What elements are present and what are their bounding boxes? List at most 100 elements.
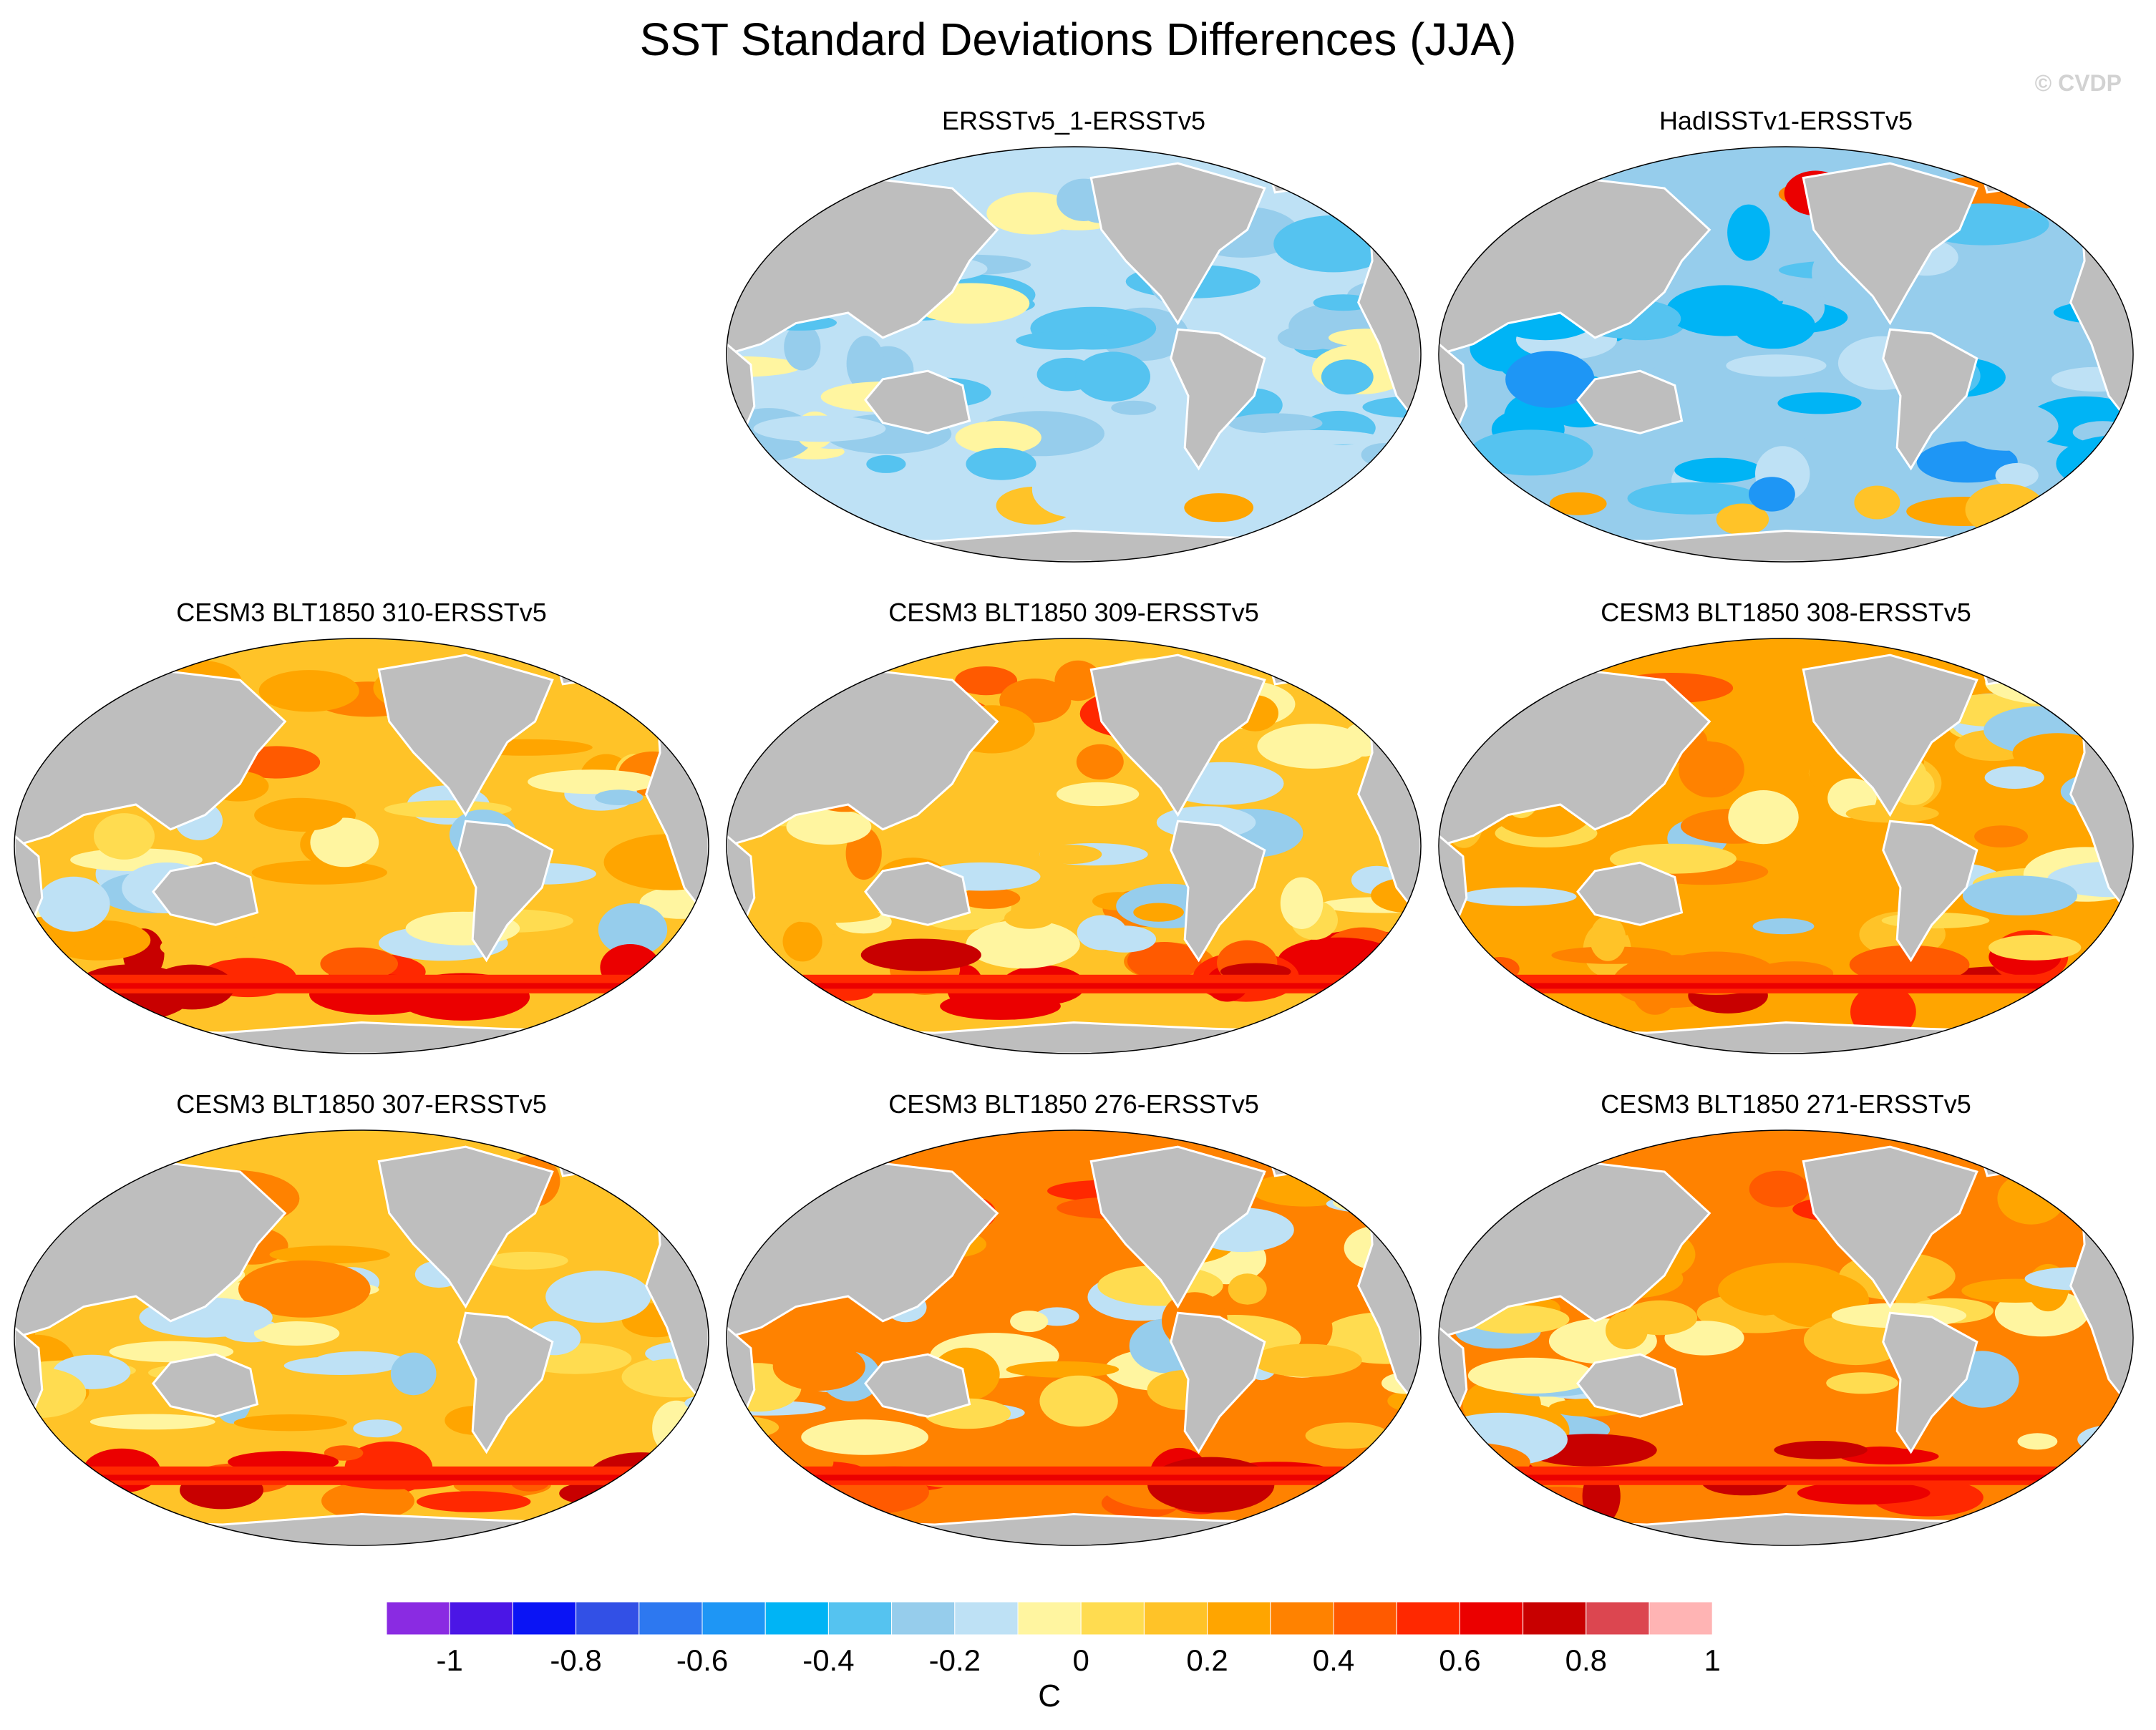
- map-panel: CESM3 BLT1850 308-ERSSTv5: [1435, 598, 2137, 1070]
- anomaly-region: [1906, 304, 2039, 339]
- panel-title: CESM3 BLT1850 309-ERSSTv5: [888, 598, 1259, 627]
- colorbar-swatch: [386, 1601, 450, 1636]
- anomaly-region: [637, 1473, 709, 1503]
- land-mass: [1882, 1311, 1978, 1454]
- anomaly-region: [251, 860, 387, 885]
- map-outline: [726, 146, 1422, 563]
- anomaly-region: [1039, 845, 1102, 865]
- land-mass: [152, 861, 259, 926]
- land-mass: [1882, 328, 1978, 471]
- colorbar-swatch: [512, 1601, 577, 1636]
- anomaly-region: [866, 455, 906, 473]
- land-mass: [377, 653, 554, 817]
- anomaly-region: [966, 920, 1080, 969]
- anomaly-region: [1133, 903, 1184, 922]
- anomaly-region: [416, 1491, 531, 1512]
- anomaly-region: [1111, 400, 1157, 415]
- anomaly-region: [1974, 825, 2029, 847]
- anomaly-region: [1031, 461, 1114, 517]
- anomaly-region: [1985, 661, 2112, 704]
- panel-title: ERSSTv5_1-ERSSTv5: [941, 106, 1206, 135]
- colorbar-tick-label: 0.8: [1565, 1643, 1607, 1677]
- anomaly-region: [1127, 942, 1202, 980]
- land-mass: [1802, 1145, 1978, 1309]
- anomaly-region: [253, 1321, 340, 1346]
- anomaly-region: [353, 1419, 402, 1438]
- anomaly-region: [1686, 248, 1742, 271]
- anomaly-region: [1749, 1170, 1809, 1207]
- anomaly-region: [955, 421, 1041, 455]
- colorbar-tick-label: 0: [1073, 1643, 1089, 1677]
- colorbar-swatch: [1333, 1601, 1397, 1636]
- map-outline: [1438, 146, 2134, 563]
- anomaly-region: [1321, 359, 1374, 395]
- anomaly-region: [1184, 493, 1254, 523]
- colorbar-swatch: [1080, 1601, 1145, 1636]
- anomaly-region: [986, 192, 1078, 235]
- colorbar-tick-label: 0.6: [1439, 1643, 1480, 1677]
- anomaly-region: [390, 1352, 437, 1396]
- anomaly-region: [258, 670, 359, 712]
- colorbar-swatch: [954, 1601, 1019, 1636]
- anomaly-region: [1774, 1441, 1868, 1459]
- anomaly-region: [1954, 402, 2059, 451]
- anomaly-region: [1727, 204, 1770, 261]
- anomaly-region: [1257, 724, 1369, 769]
- map-svg: [1438, 146, 2134, 563]
- anomaly-region: [1726, 354, 1827, 377]
- anomaly-region: [1228, 1273, 1267, 1305]
- land-mass: [152, 1353, 259, 1418]
- anomaly-region: [1251, 1343, 1362, 1377]
- colorbar-tick-label: -0.4: [802, 1643, 854, 1677]
- anomaly-region: [1962, 875, 2078, 915]
- anomaly-region: [786, 809, 872, 845]
- anomaly-region: [576, 672, 669, 702]
- anomaly-region: [782, 921, 822, 962]
- land-mass: [795, 529, 1352, 562]
- anomaly-region: [310, 817, 379, 868]
- land-mass: [795, 1021, 1352, 1054]
- figure-title: SST Standard Deviations Differences (JJA…: [639, 14, 1517, 65]
- anomaly-region: [1674, 457, 1762, 483]
- anomaly-region: [1076, 744, 1124, 780]
- anomaly-region: [652, 1400, 701, 1456]
- colorbar-swatch: [764, 1601, 829, 1636]
- colorbar-tick-label: 0.2: [1186, 1643, 1228, 1677]
- anomaly-region: [1692, 1427, 1747, 1467]
- land-mass: [1089, 1145, 1266, 1309]
- colorbar-swatch: [1586, 1601, 1650, 1636]
- anomaly-region: [1313, 294, 1374, 311]
- anomaly-region: [598, 903, 668, 956]
- land-mass: [1802, 653, 1978, 817]
- colorbar-swatch: [1648, 1601, 1713, 1636]
- anomaly-region: [1364, 1158, 1421, 1197]
- anomaly-region: [1733, 303, 1816, 349]
- land-mass: [864, 1353, 971, 1418]
- land-mass: [457, 1311, 554, 1454]
- anomaly-region: [1004, 907, 1055, 929]
- southern-ocean-belt-core: [1439, 1474, 2133, 1481]
- anomaly-region: [233, 1414, 347, 1432]
- anomaly-region: [801, 1419, 928, 1455]
- anomaly-region: [1752, 918, 1815, 935]
- colorbar-unit-label: C: [1038, 1678, 1061, 1714]
- map-outline: [14, 1129, 709, 1546]
- colorbar-swatch: [1459, 1601, 1524, 1636]
- panel-title: CESM3 BLT1850 307-ERSSTv5: [176, 1089, 547, 1119]
- land-mass: [457, 820, 554, 963]
- anomaly-region: [2044, 979, 2133, 1008]
- map-outline: [1438, 1129, 2134, 1546]
- anomaly-region: [89, 1414, 215, 1430]
- anomaly-region: [1280, 877, 1324, 929]
- map-panel: HadISSTv1-ERSSTv5: [1435, 106, 2137, 578]
- map-svg: [1438, 1129, 2134, 1546]
- anomaly-region: [1505, 351, 1595, 408]
- colorbar-swatch: [1270, 1601, 1334, 1636]
- anomaly-region: [1460, 887, 1577, 906]
- anomaly-region: [1344, 475, 1421, 517]
- anomaly-region: [1439, 685, 1497, 737]
- colorbar-tick-label: -0.8: [550, 1643, 601, 1677]
- anomaly-region: [1995, 462, 2039, 488]
- land-mass: [1507, 529, 2064, 562]
- anomaly-region: [1777, 392, 1862, 414]
